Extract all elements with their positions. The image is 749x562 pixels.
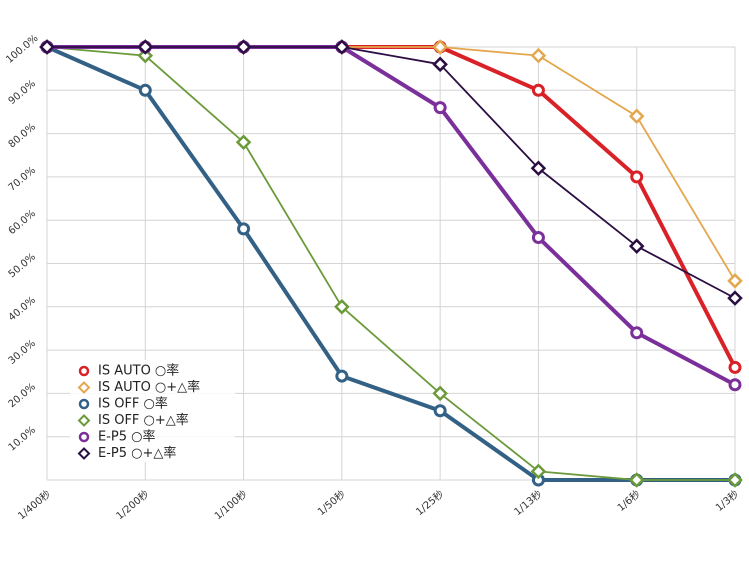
legend: IS AUTO ○率IS AUTO ○+△率IS OFF ○率IS OFF ○+…	[70, 360, 235, 462]
x-tick-label: 1/13秒	[511, 487, 544, 518]
data-point	[531, 83, 545, 97]
legend-label: IS AUTO ○+△率	[98, 379, 200, 395]
legend-marker	[77, 381, 91, 394]
y-tick-label: 90.0%	[7, 78, 38, 107]
data-point	[630, 326, 644, 340]
data-point	[728, 360, 742, 374]
data-point	[334, 39, 350, 55]
legend-marker	[78, 431, 90, 443]
y-tick-label: 40.0%	[7, 295, 38, 324]
x-axis-ticks: 1/400秒 1/200秒 1/100秒 1/50秒 1/25秒 1/13秒 1/6秒 1/3…	[15, 487, 741, 522]
y-tick-label: 50.0%	[7, 251, 38, 280]
x-tick-label: 1/400秒	[15, 487, 53, 522]
y-tick-label: 80.0%	[7, 122, 38, 151]
legend-item: E-P5 ○+△率	[77, 445, 176, 461]
data-point	[334, 299, 350, 315]
data-point	[335, 369, 349, 383]
series-6	[39, 39, 743, 306]
y-tick-label: 20.0%	[7, 381, 38, 410]
y-tick-label: 10.0%	[7, 425, 38, 454]
legend-item: IS OFF ○+△率	[77, 412, 189, 428]
data-point	[531, 231, 545, 245]
data-point	[39, 39, 55, 55]
data-point	[727, 273, 743, 289]
legend-marker	[77, 447, 91, 460]
y-tick-label: 70.0%	[7, 165, 38, 194]
legend-item: IS AUTO ○+△率	[77, 379, 200, 395]
y-tick-label: 30.0%	[7, 338, 38, 367]
data-point	[432, 56, 448, 73]
data-point	[432, 39, 448, 55]
legend-label: E-P5 ○+△率	[98, 445, 176, 461]
series-line	[46, 46, 736, 300]
legend-label: E-P5 ○率	[98, 429, 156, 445]
x-tick-label: 1/6秒	[614, 487, 642, 514]
data-point	[530, 463, 547, 480]
data-point	[138, 83, 152, 97]
legend-background	[70, 360, 235, 462]
x-tick-label: 1/25秒	[413, 487, 446, 518]
legend-marker	[78, 365, 90, 377]
data-point	[728, 378, 742, 392]
data-point	[530, 160, 547, 177]
legend-marker	[78, 398, 90, 410]
data-point	[727, 472, 743, 488]
series-line	[46, 46, 736, 481]
data-point	[235, 134, 252, 151]
series-group	[39, 39, 743, 488]
data-point	[433, 101, 447, 115]
data-point	[235, 39, 252, 55]
legend-label: IS OFF ○率	[98, 396, 168, 412]
x-tick-label: 1/200秒	[113, 487, 151, 522]
data-point	[628, 472, 645, 488]
legend-marker	[77, 414, 91, 427]
legend-item: IS AUTO ○率	[78, 363, 179, 379]
data-point	[628, 238, 645, 254]
data-point	[433, 404, 447, 418]
data-point	[137, 39, 154, 55]
data-point	[432, 385, 448, 402]
series-line	[45, 45, 737, 482]
data-point	[727, 290, 743, 306]
data-point	[530, 47, 547, 64]
x-tick-label: 1/3秒	[713, 487, 741, 514]
data-point	[237, 222, 251, 236]
legend-item: IS OFF ○率	[78, 396, 168, 412]
y-axis-ticks: 10.0% 20.0% 30.0% 40.0% 50.0% 60.0% 70.0% 80.0%…	[4, 33, 40, 454]
y-tick-label: 60.0%	[7, 208, 38, 237]
data-point	[630, 170, 644, 184]
x-tick-label: 1/100秒	[212, 487, 250, 522]
y-tick-label: 100.0%	[4, 33, 40, 66]
data-point	[628, 108, 645, 125]
legend-item: E-P5 ○率	[78, 429, 156, 445]
legend-label: IS OFF ○+△率	[98, 412, 189, 428]
x-tick-label: 1/50秒	[315, 487, 348, 518]
legend-label: IS AUTO ○率	[98, 363, 179, 379]
